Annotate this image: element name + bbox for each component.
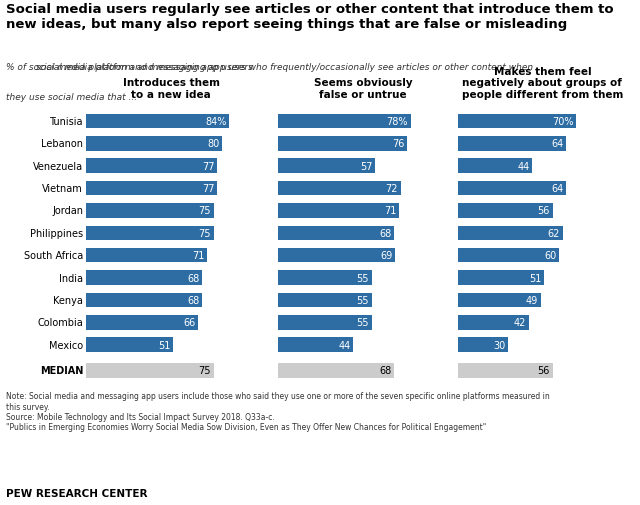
Bar — [86, 316, 198, 330]
Bar — [458, 338, 509, 352]
Text: Lebanon: Lebanon — [41, 139, 83, 149]
Text: Kenya: Kenya — [53, 295, 83, 306]
Text: 69: 69 — [381, 250, 393, 261]
Text: 68: 68 — [379, 366, 391, 376]
Title: Makes them feel
negatively about groups of
people different from them: Makes them feel negatively about groups … — [461, 67, 623, 99]
Text: 77: 77 — [202, 184, 214, 194]
Text: Philippines: Philippines — [30, 228, 83, 238]
Bar — [86, 364, 214, 378]
Text: 55: 55 — [356, 318, 369, 328]
Text: 60: 60 — [545, 250, 557, 261]
Text: South Africa: South Africa — [24, 250, 83, 261]
Text: 66: 66 — [184, 318, 196, 328]
Bar — [458, 271, 544, 285]
Title: Seems obviously
false or untrue: Seems obviously false or untrue — [314, 78, 413, 99]
Text: 75: 75 — [198, 366, 211, 376]
Bar — [278, 181, 401, 196]
Text: 78%: 78% — [387, 117, 408, 127]
Text: Social media users regularly see articles or other content that introduce them t: Social media users regularly see article… — [6, 3, 614, 31]
Bar — [458, 248, 559, 263]
Text: Tunisia: Tunisia — [49, 117, 83, 127]
Bar — [278, 248, 396, 263]
Bar — [86, 226, 214, 240]
Text: 44: 44 — [338, 340, 351, 350]
Text: 51: 51 — [158, 340, 170, 350]
Text: 68: 68 — [187, 295, 199, 306]
Bar — [458, 364, 552, 378]
Text: 76: 76 — [392, 139, 404, 149]
Text: 62: 62 — [548, 228, 560, 238]
Text: 64: 64 — [551, 184, 564, 194]
Text: 64: 64 — [551, 139, 564, 149]
Bar — [278, 293, 372, 308]
Bar — [278, 204, 399, 218]
Bar — [86, 115, 229, 129]
Text: 55: 55 — [356, 295, 369, 306]
Bar — [278, 137, 407, 152]
Text: 84%: 84% — [205, 117, 227, 127]
Text: they use social media that ...: they use social media that ... — [6, 93, 138, 102]
Text: 42: 42 — [514, 318, 526, 328]
Text: 70%: 70% — [552, 117, 574, 127]
Text: 71: 71 — [192, 250, 204, 261]
Text: 80: 80 — [207, 139, 220, 149]
Bar — [278, 271, 372, 285]
Bar — [278, 364, 394, 378]
Text: Venezuela: Venezuela — [33, 162, 83, 171]
Text: social media platform and messaging app users: social media platform and messaging app … — [36, 63, 253, 72]
Bar — [458, 204, 552, 218]
Text: 68: 68 — [187, 273, 199, 283]
Text: India: India — [59, 273, 83, 283]
Text: 68: 68 — [379, 228, 391, 238]
Bar — [458, 316, 529, 330]
Bar — [278, 115, 411, 129]
Text: % of social media platform and messaging app users who frequently/occasionally s: % of social media platform and messaging… — [6, 63, 534, 72]
Text: 56: 56 — [538, 366, 550, 376]
Text: 30: 30 — [493, 340, 506, 350]
Bar — [86, 137, 222, 152]
Bar — [278, 226, 394, 240]
Text: 72: 72 — [385, 184, 398, 194]
Text: 77: 77 — [202, 162, 214, 171]
Text: 57: 57 — [360, 162, 372, 171]
Text: 44: 44 — [517, 162, 530, 171]
Bar — [278, 159, 375, 174]
Text: 56: 56 — [538, 206, 550, 216]
Bar — [86, 293, 202, 308]
Text: MEDIAN: MEDIAN — [40, 366, 83, 376]
Bar — [458, 159, 532, 174]
Bar — [458, 293, 541, 308]
Text: PEW RESEARCH CENTER: PEW RESEARCH CENTER — [6, 488, 148, 498]
Bar — [458, 137, 566, 152]
Text: 75: 75 — [198, 206, 211, 216]
Text: 71: 71 — [384, 206, 396, 216]
Bar — [86, 271, 202, 285]
Text: 55: 55 — [356, 273, 369, 283]
Bar — [458, 226, 563, 240]
Text: 49: 49 — [526, 295, 538, 306]
Title: Introduces them
to a new idea: Introduces them to a new idea — [123, 78, 220, 99]
Bar — [278, 338, 353, 352]
Text: Colombia: Colombia — [37, 318, 83, 328]
Bar — [86, 181, 217, 196]
Text: Note: Social media and messaging app users include those who said they use one o: Note: Social media and messaging app use… — [6, 391, 550, 431]
Text: Mexico: Mexico — [49, 340, 83, 350]
Bar — [278, 316, 372, 330]
Bar — [458, 115, 577, 129]
Text: 51: 51 — [529, 273, 541, 283]
Bar — [86, 204, 214, 218]
Bar — [86, 159, 217, 174]
Bar — [86, 248, 207, 263]
Text: Jordan: Jordan — [52, 206, 83, 216]
Bar — [86, 338, 173, 352]
Text: Vietnam: Vietnam — [42, 184, 83, 194]
Text: 75: 75 — [198, 228, 211, 238]
Bar — [458, 181, 566, 196]
